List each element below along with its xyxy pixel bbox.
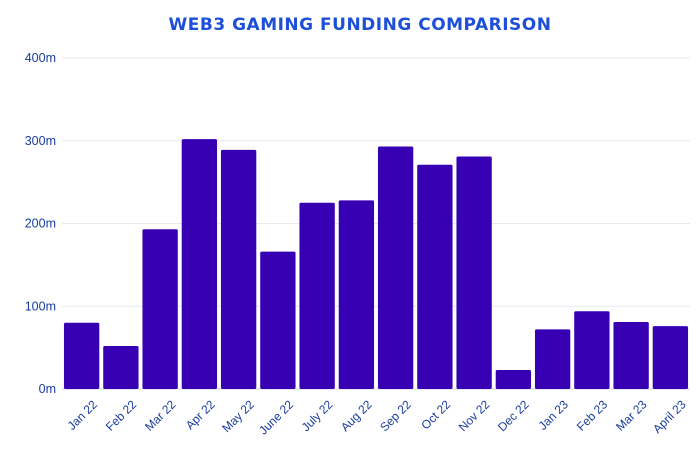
bar-may-22[interactable] xyxy=(220,149,257,389)
bar-april-23[interactable] xyxy=(652,326,689,389)
y-tick-label: 300m xyxy=(25,134,56,148)
y-tick-label: 0m xyxy=(39,382,56,396)
x-tick-label: Dec 22 xyxy=(495,397,532,434)
y-tick-label: 400m xyxy=(25,51,56,65)
x-tick-label: Mar 22 xyxy=(142,397,179,434)
bar-oct-22[interactable] xyxy=(417,164,453,389)
x-tick-label: April 23 xyxy=(650,397,689,436)
x-tick-label: Oct 22 xyxy=(418,397,453,432)
x-tick-label: Nov 22 xyxy=(456,397,493,434)
x-tick-label: Mar 23 xyxy=(613,397,650,434)
bar-aug-22[interactable] xyxy=(338,200,375,389)
x-tick-label: Apr 22 xyxy=(183,397,218,432)
x-tick-label: Sep 22 xyxy=(377,397,414,434)
bar-jan-22[interactable] xyxy=(63,322,100,389)
y-tick-label: 200m xyxy=(25,217,56,231)
bar-mar-22[interactable] xyxy=(142,229,178,389)
y-tick-label: 100m xyxy=(25,299,56,313)
x-tick-label: Feb 22 xyxy=(103,397,140,434)
y-axis-ticks: 0m 100m 200m 300m 400m xyxy=(25,51,56,396)
x-tick-label: Feb 23 xyxy=(574,397,611,434)
bar-nov-22[interactable] xyxy=(456,156,492,389)
bar-jan-23[interactable] xyxy=(534,329,571,389)
x-tick-label: Jan 22 xyxy=(65,397,101,433)
bar-july-22[interactable] xyxy=(299,202,335,389)
x-tick-label: June 22 xyxy=(256,397,296,437)
bar-dec-22[interactable] xyxy=(495,369,532,389)
x-tick-label: Aug 22 xyxy=(338,397,375,434)
bars xyxy=(63,139,689,389)
bar-june-22[interactable] xyxy=(260,251,296,389)
bar-apr-22[interactable] xyxy=(181,139,218,389)
x-axis-labels: Jan 22 Feb 22 Mar 22 Apr 22 May 22 June 22 Jul… xyxy=(65,397,689,437)
bar-sep-22[interactable] xyxy=(377,146,414,389)
bar-feb-23[interactable] xyxy=(574,311,610,389)
bar-feb-22[interactable] xyxy=(103,345,139,389)
x-tick-label: Jan 23 xyxy=(536,397,572,433)
x-tick-label: May 22 xyxy=(219,397,257,435)
bar-mar-23[interactable] xyxy=(613,321,649,389)
x-tick-label: July 22 xyxy=(299,397,336,434)
chart-title: WEB3 GAMING FUNDING COMPARISON xyxy=(169,15,552,35)
